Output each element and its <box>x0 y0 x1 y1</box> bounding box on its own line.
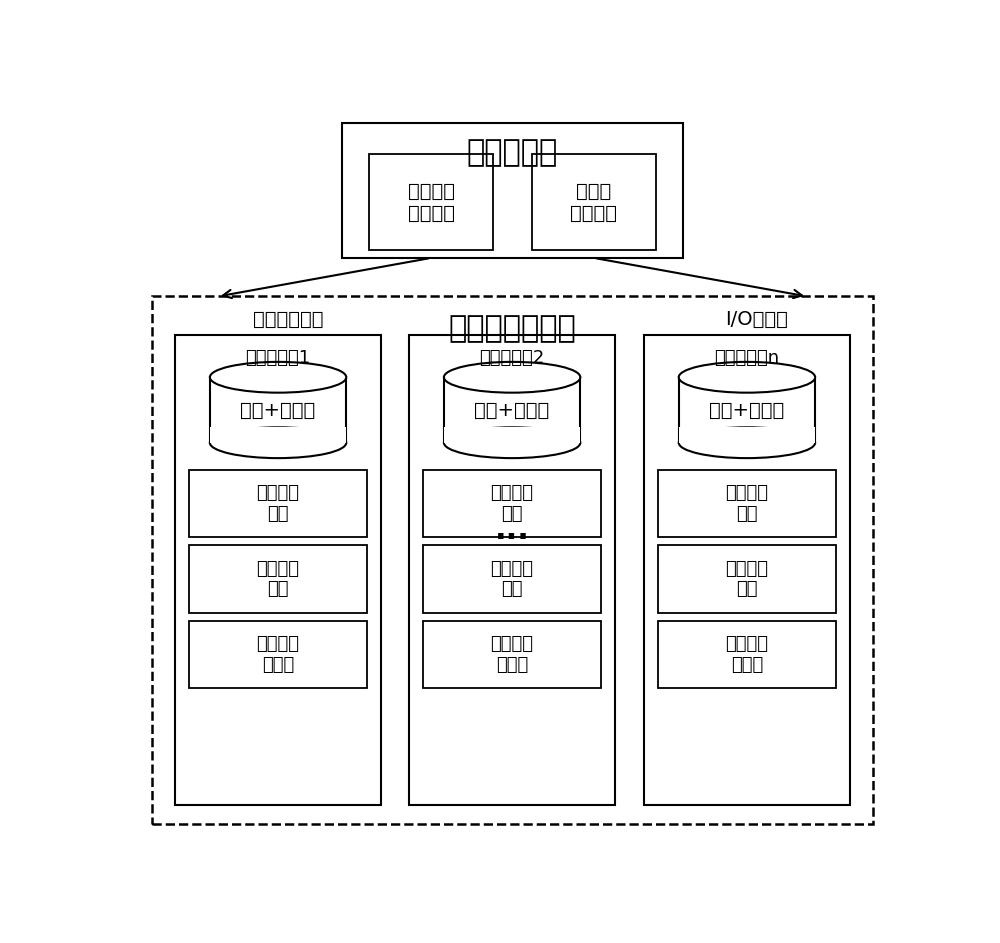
FancyBboxPatch shape <box>532 154 656 250</box>
Text: 存储服务器n: 存储服务器n <box>714 349 780 367</box>
FancyBboxPatch shape <box>409 335 615 804</box>
Text: 文件重命
名模块: 文件重命 名模块 <box>725 635 768 674</box>
Ellipse shape <box>444 427 580 458</box>
Ellipse shape <box>444 362 580 392</box>
Ellipse shape <box>210 427 346 458</box>
Text: 新建目录
模块: 新建目录 模块 <box>257 484 300 523</box>
Text: 存储服务器1: 存储服务器1 <box>246 349 311 367</box>
Text: 存储服务器2: 存储服务器2 <box>479 349 545 367</box>
Text: 新建文件
模块: 新建文件 模块 <box>491 559 534 599</box>
Ellipse shape <box>210 362 346 392</box>
Bar <box>444 377 580 442</box>
Text: 文件重命
名模块: 文件重命 名模块 <box>257 635 300 674</box>
FancyBboxPatch shape <box>189 620 367 688</box>
Ellipse shape <box>679 362 815 392</box>
Text: 新建文件
模块: 新建文件 模块 <box>725 559 768 599</box>
Bar <box>210 377 346 442</box>
FancyBboxPatch shape <box>189 545 367 613</box>
Text: 元数据控制流: 元数据控制流 <box>252 310 323 329</box>
Ellipse shape <box>679 427 815 458</box>
FancyBboxPatch shape <box>423 620 601 688</box>
Text: 元数据
管理模块: 元数据 管理模块 <box>570 182 617 223</box>
Text: 数据+元数据: 数据+元数据 <box>474 401 550 420</box>
Text: 新建文件
模块: 新建文件 模块 <box>257 559 300 599</box>
FancyBboxPatch shape <box>644 335 850 804</box>
FancyBboxPatch shape <box>189 470 367 538</box>
FancyBboxPatch shape <box>423 470 601 538</box>
FancyBboxPatch shape <box>369 154 493 250</box>
Text: ···: ··· <box>495 524 530 554</box>
FancyBboxPatch shape <box>658 470 836 538</box>
Bar <box>679 427 815 442</box>
Text: 存储客户端: 存储客户端 <box>467 138 558 167</box>
Text: I/O数据流: I/O数据流 <box>725 310 788 329</box>
FancyBboxPatch shape <box>658 620 836 688</box>
Bar <box>444 427 580 442</box>
Text: 新建目录
模块: 新建目录 模块 <box>725 484 768 523</box>
Text: 存储服务器集群: 存储服务器集群 <box>449 314 576 343</box>
Text: 数据+元数据: 数据+元数据 <box>240 401 316 420</box>
FancyBboxPatch shape <box>342 124 683 258</box>
Text: 新建目录
模块: 新建目录 模块 <box>491 484 534 523</box>
FancyBboxPatch shape <box>423 545 601 613</box>
Text: 数据布局
管理模块: 数据布局 管理模块 <box>408 182 455 223</box>
FancyBboxPatch shape <box>152 296 873 824</box>
Text: 数据+元数据: 数据+元数据 <box>709 401 785 420</box>
Bar <box>210 427 346 442</box>
Text: 文件重命
名模块: 文件重命 名模块 <box>491 635 534 674</box>
FancyBboxPatch shape <box>175 335 381 804</box>
Bar <box>679 377 815 442</box>
FancyBboxPatch shape <box>658 545 836 613</box>
